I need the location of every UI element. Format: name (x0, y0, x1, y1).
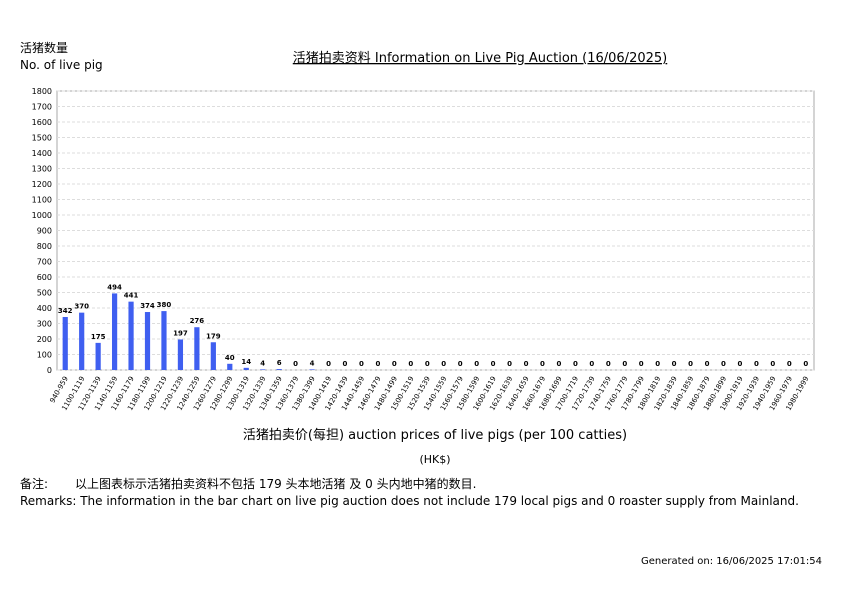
bar (227, 363, 233, 370)
data-label: 0 (474, 360, 479, 368)
data-label: 0 (359, 360, 364, 368)
data-label: 0 (770, 360, 775, 368)
y-tick-label: 1700 (32, 103, 52, 112)
data-label: 0 (639, 360, 644, 368)
generated: Generated on: 16/06/2025 17:01:54 (641, 556, 822, 567)
data-label: 0 (573, 360, 578, 368)
plot-frame (56, 90, 815, 371)
bar (144, 312, 151, 370)
y-tick-label: 600 (37, 273, 52, 282)
data-label: 14 (241, 358, 251, 366)
data-label: 0 (375, 360, 380, 368)
bar (194, 327, 200, 370)
data-label: 374 (140, 302, 155, 310)
x-axis-title: 活猪拍卖价(每担) auction prices of live pigs (p… (243, 427, 627, 443)
y-tick-label: 1000 (32, 211, 52, 220)
bar (161, 311, 167, 370)
data-label: 0 (392, 360, 397, 368)
data-label: 0 (787, 360, 792, 368)
y-tick-label: 1200 (32, 180, 52, 189)
data-label: 370 (74, 303, 89, 311)
y-tick-label: 1400 (32, 149, 52, 158)
data-label: 197 (173, 329, 188, 337)
chart-title: 活猪拍卖资料 Information on Live Pig Auction (… (293, 51, 667, 66)
data-label: 4 (310, 359, 315, 367)
remarks-head: 备注: (20, 476, 48, 491)
y-tick-label: 0 (47, 366, 52, 375)
data-label: 179 (206, 332, 221, 340)
data-label: 0 (688, 360, 693, 368)
data-label: 0 (738, 360, 743, 368)
bar (260, 369, 266, 370)
remarks-en: Remarks: The information in the bar char… (20, 494, 799, 508)
data-label: 0 (556, 360, 561, 368)
remarks-cn: 以上图表标示活猪拍卖资料不包括 179 头本地活猪 及 0 头内地中猪的数目. (75, 476, 476, 491)
y-tick-label: 1300 (32, 165, 52, 174)
data-label: 175 (91, 333, 106, 341)
data-label: 276 (190, 317, 205, 325)
data-label: 494 (107, 283, 122, 291)
data-label: 0 (425, 360, 430, 368)
y-tick-label: 900 (37, 227, 52, 236)
data-label: 0 (705, 360, 710, 368)
data-label: 0 (540, 360, 545, 368)
y-tick-label: 1500 (32, 134, 52, 143)
data-label: 380 (157, 301, 172, 309)
y-tick-label: 300 (37, 320, 52, 329)
data-label: 0 (491, 360, 496, 368)
bar (95, 342, 101, 370)
bar (79, 312, 85, 370)
x-axis-unit: (HK$) (419, 453, 450, 466)
bar (111, 293, 118, 370)
data-label: 0 (326, 360, 331, 368)
bar (276, 369, 282, 370)
y-tick-label: 700 (37, 258, 52, 267)
bar (210, 342, 216, 370)
data-label: 0 (672, 360, 677, 368)
data-label: 0 (655, 360, 660, 368)
bar (128, 301, 134, 370)
data-label: 0 (441, 360, 446, 368)
bar (309, 369, 315, 370)
y-tick-label: 1800 (32, 87, 52, 96)
data-label: 0 (721, 360, 726, 368)
y-tick-label: 200 (37, 335, 52, 344)
data-label: 0 (458, 360, 463, 368)
data-label: 0 (524, 360, 529, 368)
bar (177, 339, 184, 370)
bar (62, 316, 68, 370)
data-label: 441 (124, 292, 139, 300)
data-label: 0 (293, 360, 298, 368)
bar (243, 367, 249, 370)
data-label: 0 (507, 360, 512, 368)
data-label: 4 (260, 359, 265, 367)
data-label: 0 (803, 360, 808, 368)
y-tick-label: 1600 (32, 118, 52, 127)
data-label: 6 (277, 359, 282, 367)
data-label: 342 (58, 307, 73, 315)
y-tick-label: 100 (37, 351, 52, 360)
data-label: 0 (589, 360, 594, 368)
y-tick-label: 1100 (32, 196, 52, 205)
y-label-en: No. of live pig (20, 58, 103, 72)
data-label: 0 (408, 360, 413, 368)
y-tick-label: 500 (37, 289, 52, 298)
data-label: 0 (754, 360, 759, 368)
y-tick-label: 400 (37, 304, 52, 313)
y-tick-label: 800 (37, 242, 52, 251)
data-label: 0 (622, 360, 627, 368)
data-label: 0 (606, 360, 611, 368)
data-label: 40 (225, 354, 235, 362)
y-label-cn: 活猪数量 (20, 40, 68, 55)
data-label: 0 (343, 360, 348, 368)
